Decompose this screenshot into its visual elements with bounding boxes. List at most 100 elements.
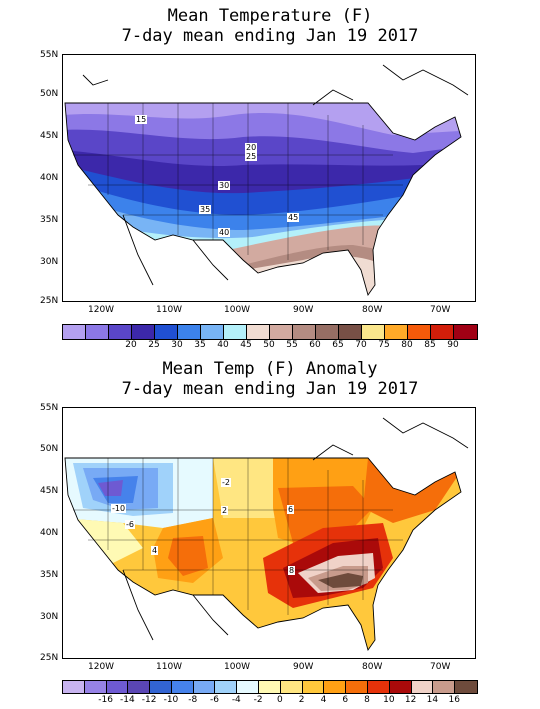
colorbar-swatch [280, 681, 303, 693]
colorbar-swatch [150, 681, 172, 693]
colorbar-tick-label: 2 [298, 695, 305, 705]
panel1-colorbar [62, 324, 478, 340]
colorbar-swatch [316, 325, 339, 339]
colorbar-tick-label: 85 [424, 340, 436, 350]
contour-label: -6 [125, 520, 135, 529]
colorbar-tick-label: 50 [263, 340, 275, 350]
colorbar-swatch [63, 681, 85, 693]
colorbar-tick-label: 20 [125, 340, 137, 350]
contour-label: 30 [218, 181, 231, 190]
lat-label: 25N [40, 296, 59, 306]
lon-label: 110W [156, 305, 183, 315]
colorbar-tick-label: -2 [253, 695, 263, 705]
colorbar-swatch [346, 681, 368, 693]
colorbar-swatch [324, 681, 347, 693]
colorbar-swatch [215, 681, 238, 693]
contour-label: 25 [245, 152, 258, 161]
colorbar-tick-label: 55 [286, 340, 298, 350]
panel2-coastlines [64, 417, 469, 652]
lat-label: 50N [40, 89, 59, 99]
colorbar-swatch [302, 681, 325, 693]
colorbar-tick-label: 6 [342, 695, 349, 705]
lon-label: 100W [224, 662, 251, 672]
colorbar-tick-label: 45 [240, 340, 252, 350]
lon-label: 70W [430, 305, 451, 315]
colorbar-tick-label: 0 [277, 695, 283, 705]
colorbar-tick-label: 75 [378, 340, 390, 350]
contour-label: 15 [135, 115, 148, 124]
colorbar-swatch [106, 681, 129, 693]
colorbar-swatch [408, 325, 431, 339]
colorbar-swatch [63, 325, 86, 339]
colorbar-tick-label: 16 [448, 695, 460, 705]
colorbar-swatch [293, 325, 316, 339]
colorbar-tick-label: 10 [383, 695, 395, 705]
colorbar-tick-label: 8 [364, 695, 370, 705]
colorbar-swatch [389, 681, 412, 693]
colorbar-tick-label: 35 [194, 340, 206, 350]
colorbar-tick-label: 30 [171, 340, 183, 350]
colorbar-swatch [237, 681, 260, 693]
colorbar-tick-label: 60 [309, 340, 321, 350]
lat-label: 35N [40, 215, 59, 225]
panel2-map-svg [64, 417, 469, 652]
panel2-state-lines [73, 458, 403, 615]
contour-label: 6 [287, 505, 295, 514]
colorbar-swatch [201, 325, 224, 339]
panel2-title: Mean Temp (F) Anomaly [162, 359, 378, 379]
lat-label: 55N [40, 50, 59, 60]
lat-label: 45N [40, 486, 59, 496]
colorbar-swatch [86, 325, 109, 339]
colorbar-tick-label: -6 [210, 695, 219, 705]
colorbar-tick-label: 90 [447, 340, 459, 350]
lat-label: 30N [40, 257, 59, 267]
lat-label: 55N [40, 403, 59, 413]
colorbar-tick-label: 4 [320, 695, 327, 705]
colorbar-swatch [178, 325, 201, 339]
lon-label: 110W [156, 662, 183, 672]
lat-label: 30N [40, 612, 59, 622]
colorbar-tick-label: -16 [98, 695, 113, 705]
panel1-map: 15 20 25 30 35 40 45 [62, 54, 476, 302]
colorbar-swatch [385, 325, 408, 339]
lon-label: 80W [362, 662, 383, 672]
colorbar-swatch [128, 681, 151, 693]
contour-label: 40 [218, 228, 231, 237]
colorbar-swatch [454, 325, 477, 339]
colorbar-swatch [270, 325, 293, 339]
contour-label: 20 [245, 143, 258, 152]
colorbar-tick-label: 12 [404, 695, 417, 705]
colorbar-tick-label: -8 [188, 695, 198, 705]
colorbar-tick-label: -4 [231, 695, 241, 705]
colorbar-swatch [247, 325, 270, 339]
lat-label: 40N [40, 173, 59, 183]
colorbar-swatch [339, 325, 362, 339]
contour-label: 4 [151, 546, 159, 555]
contour-label: 35 [199, 205, 212, 214]
contour-label: 8 [288, 566, 296, 575]
colorbar-swatch [433, 681, 456, 693]
colorbar-swatch [259, 681, 281, 693]
colorbar-swatch [411, 681, 434, 693]
colorbar-tick-label: 14 [426, 695, 439, 705]
colorbar-swatch [155, 325, 178, 339]
colorbar-swatch [84, 681, 107, 693]
colorbar-swatch [431, 325, 454, 339]
panel2-anomaly-field [65, 458, 461, 650]
colorbar-swatch [367, 681, 390, 693]
panel1-coastlines [64, 64, 469, 297]
lat-label: 35N [40, 570, 59, 580]
lat-label: 45N [40, 131, 59, 141]
panel2-subtitle: 7-day mean ending Jan 19 2017 [121, 379, 419, 399]
panel2-map: -10 -6 -2 2 4 6 8 [62, 407, 476, 659]
colorbar-swatch [362, 325, 385, 339]
contour-label: 2 [221, 506, 229, 515]
lat-label: 50N [40, 444, 59, 454]
colorbar-tick-label: -14 [120, 695, 135, 705]
contour-label: -10 [111, 504, 127, 513]
colorbar-tick-label: 65 [332, 340, 344, 350]
lat-label: 25N [40, 653, 59, 663]
colorbar-swatch [224, 325, 247, 339]
colorbar-tick-label: 70 [355, 340, 367, 350]
colorbar-tick-label: -10 [163, 695, 179, 705]
